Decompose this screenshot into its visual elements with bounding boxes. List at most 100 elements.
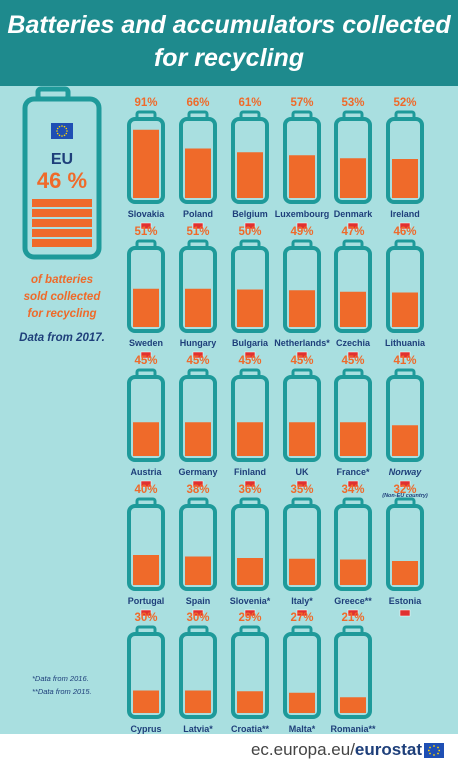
category-label: Italy*	[291, 596, 313, 606]
category-label: France*	[336, 467, 370, 477]
category-label: Sweden	[129, 338, 163, 348]
category-label: Denmark	[334, 209, 374, 219]
category-label: Germany	[178, 467, 217, 477]
eu-flag-star	[58, 134, 61, 137]
value-label: 35%	[290, 484, 313, 496]
battery-outline	[231, 246, 269, 333]
country-flag-icon	[192, 480, 204, 488]
battery-outline	[386, 375, 424, 462]
battery-outline	[283, 246, 321, 333]
eu-caption-line: of batteries	[31, 274, 93, 286]
category-label: Slovenia*	[230, 596, 271, 606]
battery-outline	[334, 246, 372, 333]
battery-outline	[334, 117, 372, 204]
value-label: 36%	[238, 484, 261, 496]
country-flag-icon	[399, 609, 411, 617]
battery-outline	[386, 246, 424, 333]
value-label: 49%	[290, 226, 313, 238]
value-label: 45%	[238, 355, 261, 367]
category-label: Romania**	[330, 724, 376, 734]
country-flag-icon	[347, 351, 359, 359]
category-label: Malta*	[289, 724, 316, 734]
battery-fill-bar	[340, 559, 366, 585]
eu-flag-star	[65, 132, 68, 135]
value-label: 52%	[393, 97, 416, 109]
category-label: Bulgaria	[232, 338, 269, 348]
eu-flag-star	[56, 130, 58, 132]
country-flag-icon	[347, 480, 359, 488]
header-banner: Batteries and accumulators collected for…	[0, 0, 458, 86]
category-label: Latvia*	[183, 724, 213, 734]
battery-outline	[179, 246, 217, 333]
battery-fill-bar	[185, 422, 211, 456]
category-label: Luxembourg	[275, 209, 330, 219]
battery-fill-bar	[185, 148, 211, 198]
category-label: Poland	[183, 209, 213, 219]
battery-outline	[231, 632, 269, 719]
battery-fill-bar	[237, 422, 263, 456]
battery-outline	[386, 504, 424, 591]
battery-outline	[334, 375, 372, 462]
value-label: 51%	[134, 226, 157, 238]
country-flag-icon	[399, 351, 411, 359]
country-flag-icon	[192, 609, 204, 617]
value-label: 34%	[341, 484, 364, 496]
battery-fill-bar	[133, 422, 159, 456]
battery-fill-bar	[133, 288, 159, 327]
title-line-2: for recycling	[153, 44, 305, 72]
eu-flag-icon	[51, 123, 73, 139]
battery-fill-bar	[289, 692, 315, 713]
value-label: 38%	[186, 484, 209, 496]
eu-flag-star	[61, 125, 63, 127]
country-flag-icon	[244, 222, 256, 230]
battery-outline	[179, 375, 217, 462]
category-label: Austria	[130, 467, 162, 477]
battery-fill-bar	[237, 289, 263, 327]
country-flag-icon	[244, 609, 256, 617]
eu-flag-star	[61, 135, 63, 137]
eu-battery-fill-segment	[32, 209, 92, 217]
value-label: 50%	[238, 226, 261, 238]
battery-fill-bar	[289, 558, 315, 585]
category-label: Cyprus	[130, 724, 161, 734]
country-flag-icon	[140, 351, 152, 359]
value-label: 61%	[238, 97, 261, 109]
value-label: 29%	[238, 612, 261, 624]
value-label: 66%	[186, 97, 209, 109]
battery-outline	[283, 117, 321, 204]
country-flag-icon	[244, 351, 256, 359]
battery-fill-bar	[392, 561, 418, 585]
value-label: 30%	[186, 612, 209, 624]
battery-outline	[231, 375, 269, 462]
footnote: **Data from 2015.	[32, 687, 92, 696]
country-flag-icon	[296, 222, 308, 230]
value-label: 32%	[393, 484, 416, 496]
country-flag-icon	[140, 609, 152, 617]
source-bold: eurostat	[354, 740, 422, 759]
battery-outline	[283, 375, 321, 462]
eu-battery-outline	[22, 96, 102, 260]
country-flag-icon	[296, 351, 308, 359]
battery-fill-bar	[392, 292, 418, 327]
country-flag-icon	[244, 480, 256, 488]
source-link[interactable]: ec.europa.eu/eurostat	[251, 740, 422, 760]
battery-outline	[179, 632, 217, 719]
eu-battery-fill-segment	[32, 229, 92, 237]
country-flag-icon	[347, 222, 359, 230]
category-label: Belgium	[232, 209, 268, 219]
category-label: Estonia	[389, 596, 423, 606]
category-label: Czechia	[336, 338, 371, 348]
battery-outline	[127, 632, 165, 719]
eu-caption-line: sold collected	[24, 291, 102, 303]
value-label: 46%	[393, 226, 416, 238]
category-label: Ireland	[390, 209, 420, 219]
eu-flag-star	[58, 125, 61, 128]
battery-fill-bar	[289, 422, 315, 456]
country-flag-icon	[399, 222, 411, 230]
category-label: Greece**	[334, 596, 372, 606]
battery-outline	[179, 117, 217, 204]
category-label: Portugal	[128, 596, 165, 606]
battery-outline	[179, 504, 217, 591]
source-prefix: ec.europa.eu/	[250, 740, 355, 759]
